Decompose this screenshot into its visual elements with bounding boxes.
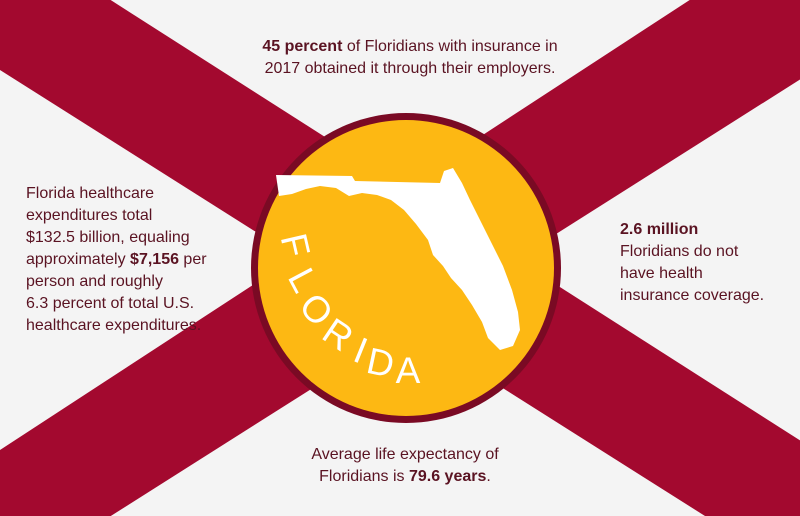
stat-expenditures-line: person and roughly xyxy=(26,273,163,290)
stat-life-expectancy-line: Floridians is xyxy=(319,468,409,485)
stat-employer-insurance-text-1: of Floridians with insurance in xyxy=(342,38,558,55)
stat-expenditures-line: healthcare expenditures. xyxy=(26,317,202,334)
stat-uninsured-line: Floridians do not xyxy=(620,243,739,260)
stat-healthcare-expenditures: Florida healthcare expenditures total $1… xyxy=(26,183,256,337)
stat-life-expectancy-value: 79.6 years xyxy=(408,468,487,485)
stat-uninsured-value: 2.6 million xyxy=(620,221,699,238)
stat-expenditures-line: $132.5 billion, equaling xyxy=(26,229,190,246)
stat-expenditures-line: 6.3 percent of total U.S. xyxy=(26,295,195,312)
stat-employer-insurance-text-2: 2017 obtained it through their employers… xyxy=(264,60,556,77)
stat-life-expectancy: Average life expectancy of Floridians is… xyxy=(290,444,520,488)
stat-expenditures-line: expenditures total xyxy=(26,207,153,224)
stat-life-expectancy-line: Average life expectancy of xyxy=(311,446,499,463)
stat-expenditures-line: approximately xyxy=(26,251,131,268)
stat-uninsured-line: insurance coverage. xyxy=(620,287,765,304)
seal-disc xyxy=(258,120,554,416)
stat-employer-insurance: 45 percent of Floridians with insurance … xyxy=(200,36,620,80)
stat-expenditures-line: per xyxy=(178,251,207,268)
stat-uninsured-line: have health xyxy=(620,265,703,282)
stat-uninsured: 2.6 million Floridians do not have healt… xyxy=(620,219,795,307)
stat-expenditures-line: Florida healthcare xyxy=(26,185,155,202)
florida-state-icon xyxy=(276,168,520,350)
stat-employer-insurance-value: 45 percent xyxy=(262,38,343,55)
seal-letter: A xyxy=(396,350,421,391)
stat-expenditures-per-person-value: $7,156 xyxy=(130,251,179,268)
stat-life-expectancy-line: . xyxy=(486,468,491,485)
